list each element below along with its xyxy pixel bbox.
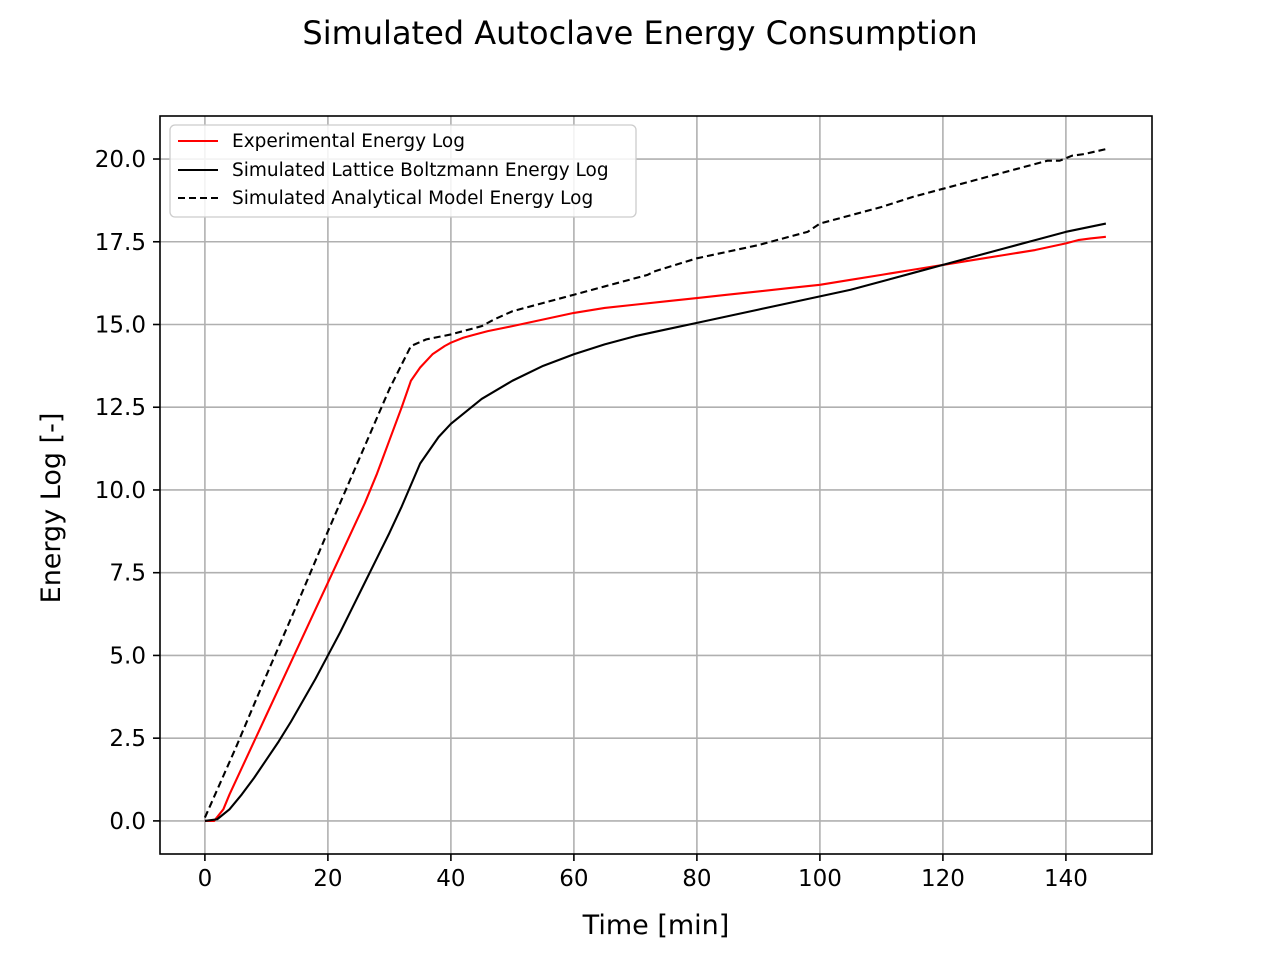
y-tick-label: 2.5 bbox=[109, 726, 146, 752]
series-line-lattice-boltzmann bbox=[204, 222, 1107, 822]
x-tick-label: 40 bbox=[436, 866, 465, 892]
x-axis-label: Time [min] bbox=[582, 910, 730, 941]
x-tick-label: 140 bbox=[1044, 866, 1088, 892]
chart-title: Simulated Autoclave Energy Consumption bbox=[302, 14, 977, 52]
y-tick-label: 20.0 bbox=[95, 147, 146, 173]
x-tick-label: 20 bbox=[313, 866, 342, 892]
y-tick-label: 17.5 bbox=[95, 230, 146, 256]
series-line-experimental bbox=[204, 235, 1106, 822]
legend-label-lattice-boltzmann: Simulated Lattice Boltzmann Energy Log bbox=[232, 160, 609, 181]
y-tick-label: 5.0 bbox=[109, 643, 146, 669]
legend-label-experimental: Experimental Energy Log bbox=[232, 131, 465, 152]
x-tick-label: 100 bbox=[798, 866, 842, 892]
grid-layer bbox=[160, 116, 1152, 854]
x-tick-label: 80 bbox=[682, 866, 711, 892]
y-axis-label: Energy Log [-] bbox=[36, 413, 67, 604]
x-tick-label: 60 bbox=[559, 866, 588, 892]
y-tick-label: 10.0 bbox=[95, 478, 146, 504]
series-line-analytical bbox=[203, 148, 1107, 819]
legend-box bbox=[169, 124, 637, 218]
x-tick-label: 0 bbox=[198, 866, 213, 892]
tick-layer: 0 20 40 60 80 100 120 140 0.0 2.5 5.0 7.5 10.0 12.5 15… bbox=[95, 147, 1088, 892]
x-tick-label: 120 bbox=[921, 866, 965, 892]
legend-label-analytical: Simulated Analytical Model Energy Log bbox=[232, 188, 593, 209]
plot-frame bbox=[159, 115, 1153, 855]
y-tick-label: 12.5 bbox=[95, 395, 146, 421]
series-layer bbox=[203, 148, 1107, 822]
legend: Experimental Energy Log Simulated Lattic… bbox=[169, 124, 637, 218]
y-tick-label: 15.0 bbox=[95, 312, 146, 338]
y-tick-label: 7.5 bbox=[109, 561, 146, 587]
y-tick-label: 0.0 bbox=[109, 809, 146, 835]
